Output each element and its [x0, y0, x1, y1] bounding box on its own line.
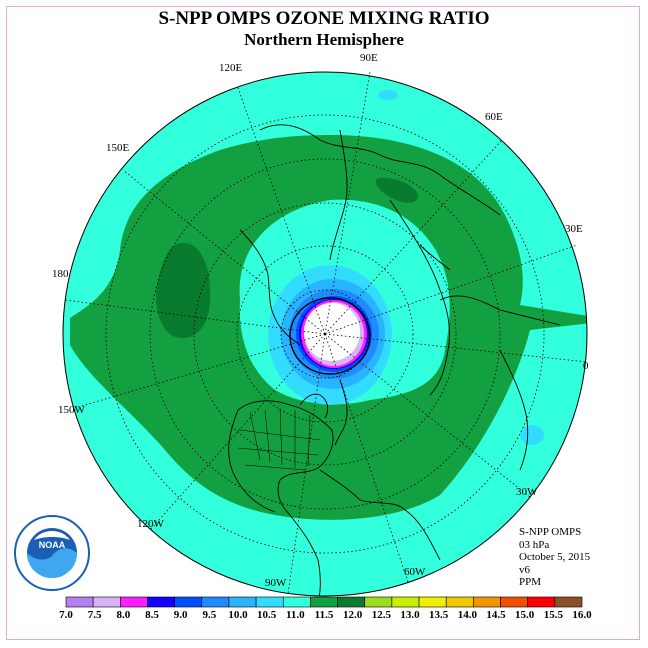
colorbar-swatch	[255, 596, 284, 608]
info-version: v6	[519, 563, 530, 576]
colorbar-label: 14.0	[457, 609, 477, 621]
colorbar-swatch	[391, 596, 420, 608]
colorbar-swatch	[310, 596, 338, 608]
lon-label-90w: 90W	[265, 577, 287, 589]
colorbar-swatch	[282, 596, 311, 608]
colorbar-swatch	[418, 596, 447, 608]
colorbar-label: 16.0	[572, 609, 592, 621]
colorbar-label: 7.5	[87, 609, 102, 621]
colorbar-swatch	[201, 596, 230, 608]
colorbar-label: 15.0	[515, 609, 535, 621]
lon-label-90e: 90E	[360, 52, 378, 64]
field-10-5-blob-north	[378, 90, 398, 100]
colorbar-swatch	[364, 596, 393, 608]
colorbar-swatch	[92, 596, 121, 608]
field-12-0-core-asia	[375, 177, 418, 203]
lon-label-120w: 120W	[137, 518, 164, 530]
colorbar-label: 13.0	[400, 609, 420, 621]
colorbar-swatch	[228, 596, 257, 608]
colorbar-label: 10.5	[257, 609, 277, 621]
info-date: October 5, 2015	[519, 551, 591, 564]
lon-label-60e: 60E	[485, 111, 503, 123]
colorbar-swatch	[445, 596, 474, 608]
colorbar-label: 13.5	[429, 609, 449, 621]
lon-label-150e: 150E	[106, 142, 130, 154]
colorbar-swatch	[337, 596, 366, 608]
graticule	[64, 71, 588, 595]
colorbar-swatch	[554, 596, 583, 608]
colorbar	[65, 596, 583, 608]
colorbar-swatch	[500, 596, 528, 608]
colorbar-label: 11.5	[314, 609, 334, 621]
colorbar-label: 8.5	[145, 609, 159, 621]
state-boundaries	[237, 407, 321, 471]
info-level: 03 hPa	[519, 538, 550, 551]
colorbar-label: 12.5	[371, 609, 391, 621]
vortex-contour	[289, 297, 371, 375]
info-units: PPM	[519, 576, 542, 589]
field-10-5-blob-east	[520, 425, 544, 445]
colorbar-label: 9.5	[202, 609, 217, 621]
noaa-logo: NOAA	[14, 515, 90, 591]
colorbar-label: 15.5	[543, 609, 563, 621]
colorbar-label: 7.0	[59, 609, 73, 621]
coastlines	[228, 124, 561, 596]
info-instrument: S-NPP OMPS	[519, 526, 582, 538]
page-title: S-NPP OMPS OZONE MIXING RATIO	[158, 8, 490, 29]
info-block: S-NPP OMPS 03 hPa October 5, 2015 v6 PPM	[519, 526, 590, 589]
lon-label-0: 0	[583, 360, 589, 372]
colorbar-label: 14.5	[486, 609, 506, 621]
field-12-0-core-pacific	[156, 242, 211, 339]
colorbar-swatch	[527, 596, 556, 608]
lon-label-150w: 150W	[58, 404, 85, 416]
colorbar-swatch	[174, 596, 203, 608]
colorbar-label: 11.0	[286, 609, 305, 621]
colorbar-swatch	[147, 596, 175, 608]
colorbar-label: 8.0	[116, 609, 131, 621]
colorbar-swatch	[473, 596, 501, 608]
lon-label-60w: 60W	[404, 566, 426, 578]
page-subtitle: Northern Hemisphere	[244, 30, 404, 49]
colorbar-label: 12.0	[343, 609, 363, 621]
colorbar-swatch	[120, 596, 148, 608]
lon-label-180: 180	[52, 268, 69, 280]
figure-frame	[6, 6, 640, 640]
colorbar-label: 9.0	[173, 609, 188, 621]
lon-label-120e: 120E	[219, 62, 243, 74]
colorbar-swatch	[65, 596, 94, 608]
colorbar-label: 10.0	[228, 609, 248, 621]
missing-data-center	[304, 303, 360, 361]
noaa-logo-wordmark: NOAA	[39, 540, 66, 550]
map-boundary	[62, 71, 588, 597]
field-11-5-band	[70, 135, 587, 520]
lon-label-30e: 30E	[565, 223, 583, 235]
lon-label-30w: 30W	[516, 486, 538, 498]
